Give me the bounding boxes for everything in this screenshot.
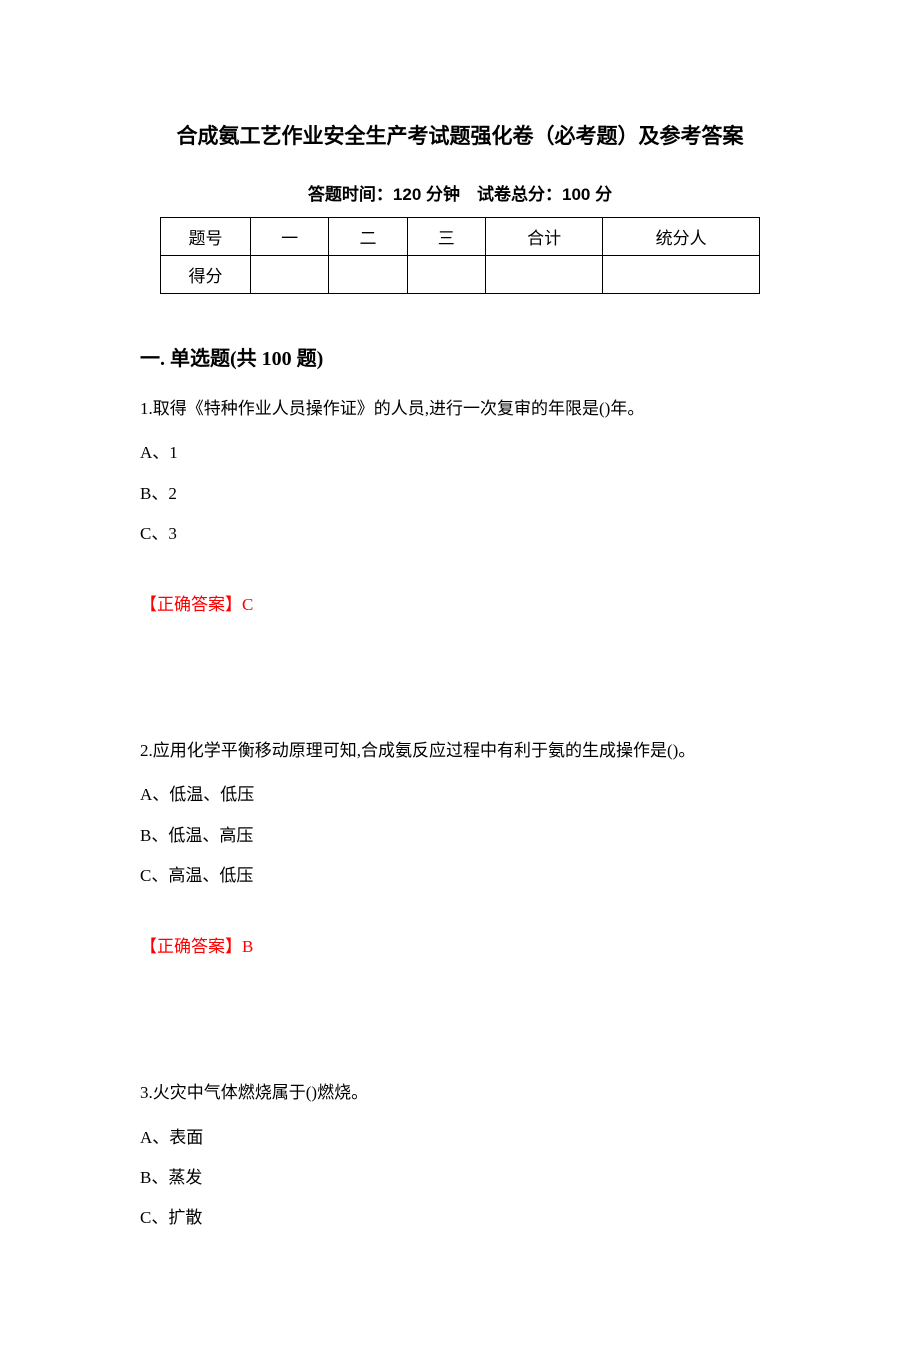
question-option: A、低温、低压 xyxy=(140,779,780,811)
question-text: 3.火灾中气体燃烧属于()燃烧。 xyxy=(140,1077,780,1109)
option-label: A、 xyxy=(140,443,169,462)
score-cell xyxy=(603,256,760,294)
section-heading: 一. 单选题(共 100 题) xyxy=(140,342,780,371)
score-row-label: 得分 xyxy=(161,256,251,294)
option-text: 蒸发 xyxy=(168,1168,202,1187)
option-text: 表面 xyxy=(169,1128,203,1147)
option-text: 高温、低压 xyxy=(168,866,253,885)
option-label: A、 xyxy=(140,785,169,804)
question-body: 火灾中气体燃烧属于()燃烧。 xyxy=(153,1083,368,1102)
option-label: C、 xyxy=(140,866,168,885)
question-option: A、表面 xyxy=(140,1122,780,1154)
page-title: 合成氨工艺作业安全生产考试题强化卷（必考题）及参考答案 xyxy=(140,120,780,150)
option-label: A、 xyxy=(140,1128,169,1147)
answer-line: 【正确答案】B xyxy=(140,932,780,957)
answer-label: 【正确答案】 xyxy=(140,595,242,614)
score-cell xyxy=(485,256,602,294)
option-label: C、 xyxy=(140,1208,168,1227)
score-cell xyxy=(407,256,485,294)
question-text: 2.应用化学平衡移动原理可知,合成氨反应过程中有利于氨的生成操作是()。 xyxy=(140,735,780,767)
answer-value: B xyxy=(242,937,253,956)
score-table-header: 三 xyxy=(407,218,485,256)
option-text: 低温、高压 xyxy=(168,826,253,845)
question-block: 1.取得《特种作业人员操作证》的人员,进行一次复审的年限是()年。 A、1 B、… xyxy=(140,393,780,615)
question-block: 2.应用化学平衡移动原理可知,合成氨反应过程中有利于氨的生成操作是()。 A、低… xyxy=(140,735,780,957)
question-option: B、2 xyxy=(140,478,780,510)
question-number: 3. xyxy=(140,1083,153,1102)
question-body: 应用化学平衡移动原理可知,合成氨反应过程中有利于氨的生成操作是()。 xyxy=(153,741,696,760)
option-label: C、 xyxy=(140,524,168,543)
question-option: C、扩散 xyxy=(140,1202,780,1234)
question-body: 取得《特种作业人员操作证》的人员,进行一次复审的年限是()年。 xyxy=(153,399,645,418)
score-table: 题号 一 二 三 合计 统分人 得分 xyxy=(160,217,760,294)
score-table-header-row: 题号 一 二 三 合计 统分人 xyxy=(161,218,760,256)
answer-label: 【正确答案】 xyxy=(140,937,242,956)
score-table-header: 合计 xyxy=(485,218,602,256)
score-table-header: 一 xyxy=(251,218,329,256)
answer-value: C xyxy=(242,595,253,614)
exam-info: 答题时间：120 分钟 试卷总分：100 分 xyxy=(140,180,780,205)
option-label: B、 xyxy=(140,484,168,503)
question-option: B、蒸发 xyxy=(140,1162,780,1194)
score-table-header: 统分人 xyxy=(603,218,760,256)
question-block: 3.火灾中气体燃烧属于()燃烧。 A、表面 B、蒸发 C、扩散 xyxy=(140,1077,780,1234)
question-option: C、高温、低压 xyxy=(140,860,780,892)
question-option: B、低温、高压 xyxy=(140,820,780,852)
question-number: 1. xyxy=(140,399,153,418)
question-number: 2. xyxy=(140,741,153,760)
option-text: 扩散 xyxy=(168,1208,202,1227)
score-cell xyxy=(251,256,329,294)
option-text: 低温、低压 xyxy=(169,785,254,804)
score-table-header: 题号 xyxy=(161,218,251,256)
question-option: A、1 xyxy=(140,437,780,469)
option-text: 3 xyxy=(168,524,177,543)
question-text: 1.取得《特种作业人员操作证》的人员,进行一次复审的年限是()年。 xyxy=(140,393,780,425)
score-table-score-row: 得分 xyxy=(161,256,760,294)
question-option: C、3 xyxy=(140,518,780,550)
option-text: 2 xyxy=(168,484,177,503)
option-label: B、 xyxy=(140,1168,168,1187)
score-cell xyxy=(329,256,407,294)
answer-line: 【正确答案】C xyxy=(140,590,780,615)
option-label: B、 xyxy=(140,826,168,845)
option-text: 1 xyxy=(169,443,178,462)
score-table-header: 二 xyxy=(329,218,407,256)
